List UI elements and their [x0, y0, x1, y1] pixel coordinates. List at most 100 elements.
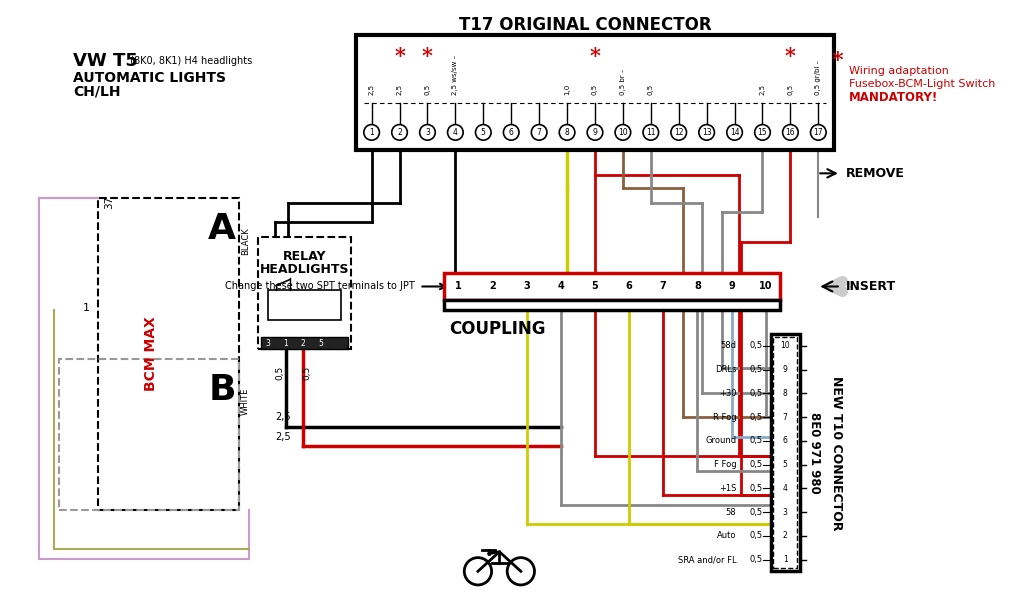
Text: 0,5: 0,5 [750, 555, 763, 564]
Text: 2,5: 2,5 [275, 412, 291, 422]
Text: 58: 58 [726, 508, 736, 517]
Text: 0,5: 0,5 [648, 84, 653, 95]
Circle shape [615, 125, 631, 140]
Text: *: * [785, 46, 796, 67]
Text: 7: 7 [659, 282, 667, 291]
Text: (8K0, 8K1) H4 headlights: (8K0, 8K1) H4 headlights [127, 56, 252, 66]
Bar [443, 300, 780, 310]
Text: 16: 16 [785, 128, 796, 137]
Text: 10: 10 [780, 342, 790, 351]
Text: 0,5: 0,5 [750, 460, 763, 469]
Circle shape [782, 125, 798, 140]
Text: 6: 6 [509, 128, 514, 137]
Text: 0,5: 0,5 [750, 436, 763, 445]
Text: BLACK: BLACK [241, 227, 250, 255]
Text: 8: 8 [694, 282, 700, 291]
Text: +1S: +1S [719, 484, 736, 493]
Text: 0,5: 0,5 [592, 84, 598, 95]
Text: 2,5: 2,5 [396, 84, 402, 95]
Text: 1: 1 [284, 338, 288, 348]
Text: 7: 7 [537, 128, 542, 137]
Text: 2: 2 [489, 282, 496, 291]
Bar [356, 35, 834, 150]
Text: 1: 1 [82, 303, 89, 313]
Circle shape [504, 125, 519, 140]
Circle shape [559, 125, 574, 140]
Text: 5: 5 [592, 282, 598, 291]
Text: 37: 37 [104, 196, 115, 209]
Text: 3: 3 [782, 508, 787, 517]
Circle shape [587, 125, 603, 140]
Text: 6: 6 [626, 282, 633, 291]
Text: 8E0 971 980: 8E0 971 980 [808, 412, 821, 494]
Text: 5: 5 [481, 128, 485, 137]
Text: 9: 9 [593, 128, 597, 137]
Text: 2,5: 2,5 [275, 431, 291, 442]
Text: Auto: Auto [717, 532, 736, 540]
Text: 0,5: 0,5 [750, 484, 763, 493]
Text: 17: 17 [813, 128, 823, 137]
Text: 11: 11 [646, 128, 655, 137]
Text: COUPLING: COUPLING [450, 320, 546, 338]
Text: 4: 4 [782, 484, 787, 493]
Text: 13: 13 [701, 128, 712, 137]
Text: 0,5: 0,5 [750, 532, 763, 540]
Bar [97, 198, 239, 510]
Text: 9: 9 [728, 282, 735, 291]
Text: 3: 3 [425, 128, 430, 137]
Text: 0,5: 0,5 [425, 84, 430, 95]
Text: 1: 1 [455, 282, 462, 291]
Text: R Fog: R Fog [713, 412, 736, 422]
Text: 1,0: 1,0 [564, 84, 570, 95]
Bar [268, 290, 341, 320]
Text: AUTOMATIC LIGHTS: AUTOMATIC LIGHTS [73, 71, 226, 85]
Bar [773, 337, 797, 568]
Text: 3: 3 [523, 282, 530, 291]
Text: 8: 8 [564, 128, 569, 137]
Text: 4: 4 [453, 128, 458, 137]
Text: +30: +30 [719, 389, 736, 398]
Circle shape [755, 125, 770, 140]
Text: 0,5: 0,5 [303, 366, 311, 381]
Text: 4: 4 [557, 282, 564, 291]
Text: T17 ORIGINAL CONNECTOR: T17 ORIGINAL CONNECTOR [459, 16, 712, 34]
Text: 10: 10 [618, 128, 628, 137]
Circle shape [698, 125, 715, 140]
Circle shape [364, 125, 380, 140]
Text: 6: 6 [782, 436, 787, 445]
Text: *: * [394, 46, 404, 67]
Text: 8: 8 [782, 389, 787, 398]
Text: 2: 2 [782, 532, 787, 540]
Text: 5: 5 [782, 460, 787, 469]
Circle shape [811, 125, 826, 140]
Bar [443, 273, 780, 300]
Text: NEW T10 CONNECTOR: NEW T10 CONNECTOR [830, 376, 844, 530]
Text: 1: 1 [782, 555, 787, 564]
Text: 3: 3 [266, 338, 270, 348]
Bar [58, 359, 239, 510]
Text: Wiring adaptation: Wiring adaptation [849, 66, 948, 76]
Text: BCM MAX: BCM MAX [144, 316, 158, 391]
Text: 9: 9 [782, 365, 787, 374]
Text: RELAY: RELAY [283, 251, 327, 263]
Text: WHITE: WHITE [241, 388, 250, 415]
Text: Change these two SPT terminals to JPT: Change these two SPT terminals to JPT [225, 282, 415, 291]
Text: 0,5: 0,5 [750, 389, 763, 398]
Text: *: * [422, 46, 433, 67]
Text: F Fog: F Fog [714, 460, 736, 469]
Circle shape [643, 125, 658, 140]
Text: 2,5: 2,5 [760, 84, 766, 95]
Text: 0,5 gr/bl –: 0,5 gr/bl – [815, 60, 821, 95]
Text: HEADLIGHTS: HEADLIGHTS [260, 263, 349, 276]
Text: 2: 2 [397, 128, 401, 137]
Text: INSERT: INSERT [846, 280, 896, 293]
Text: 2,5: 2,5 [369, 84, 375, 95]
Text: 0,5: 0,5 [787, 84, 794, 95]
Text: 5: 5 [318, 338, 324, 348]
Text: 2: 2 [301, 338, 306, 348]
Text: 15: 15 [758, 128, 767, 137]
Text: 2,5 ws/sw –: 2,5 ws/sw – [453, 55, 459, 95]
Text: VW T5: VW T5 [73, 52, 138, 70]
Text: DRLs: DRLs [715, 365, 736, 374]
Text: Ground: Ground [706, 436, 736, 445]
